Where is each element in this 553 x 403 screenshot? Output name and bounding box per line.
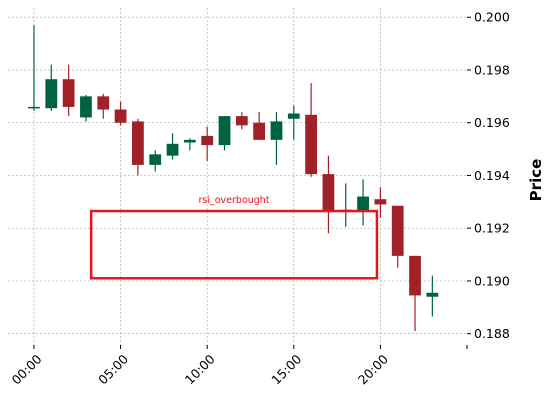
candle xyxy=(339,183,352,227)
candle xyxy=(287,105,300,140)
candle-body xyxy=(409,255,421,296)
y-tick-label: 0.190 xyxy=(474,273,510,288)
candle xyxy=(253,112,266,140)
candle-body xyxy=(114,109,127,123)
candle xyxy=(426,275,439,317)
candle-body xyxy=(183,139,196,143)
candle xyxy=(218,116,231,151)
x-tick-label: 00:00 xyxy=(9,351,45,387)
candle xyxy=(183,138,196,151)
candle-body xyxy=(149,154,162,165)
candle-body xyxy=(305,114,318,175)
x-tick-label: 10:00 xyxy=(182,351,218,387)
candle xyxy=(28,25,40,111)
candle xyxy=(374,187,387,218)
candle xyxy=(132,118,144,176)
candle xyxy=(114,101,127,126)
candle-body xyxy=(270,121,283,140)
candle-body xyxy=(253,122,266,140)
annotations: rsi_overbought xyxy=(89,195,379,280)
candle-body xyxy=(287,113,300,119)
candle xyxy=(305,83,318,177)
candle xyxy=(45,64,58,111)
candle xyxy=(235,112,248,130)
y-tick-label: 0.200 xyxy=(474,10,510,25)
candle xyxy=(166,133,179,160)
y-tick-label: 0.198 xyxy=(474,62,510,77)
candles xyxy=(28,25,439,332)
y-tick-label: 0.192 xyxy=(474,221,510,236)
x-tick-label: 15:00 xyxy=(268,351,304,387)
candle xyxy=(149,150,162,172)
candle-body xyxy=(391,205,404,256)
x-tick-label: 05:00 xyxy=(95,351,131,387)
candle-body xyxy=(322,174,335,212)
y-tick-label: 0.196 xyxy=(474,115,510,130)
candle-body xyxy=(28,106,40,109)
candle-body xyxy=(97,96,110,110)
candle-body xyxy=(80,96,92,118)
candle xyxy=(357,179,369,226)
candle-body xyxy=(62,79,75,107)
candle-body xyxy=(132,121,144,165)
y-tick-label: 0.188 xyxy=(474,326,510,341)
candle xyxy=(80,95,92,122)
candle-body xyxy=(218,116,231,146)
grid-lines xyxy=(8,8,467,345)
candle xyxy=(62,64,75,117)
annotation-label: rsi_overbought xyxy=(198,195,269,206)
candle-body xyxy=(235,116,248,126)
candle-body xyxy=(357,196,369,212)
candle xyxy=(97,93,110,119)
candle xyxy=(391,205,404,268)
candle-body xyxy=(426,292,439,297)
candle-body xyxy=(374,199,387,205)
annotation-box xyxy=(89,209,379,280)
candle xyxy=(409,255,421,332)
candle-body xyxy=(201,135,214,146)
x-tick-label: 20:00 xyxy=(355,351,391,387)
candle xyxy=(270,112,283,165)
y-tick-label: 0.194 xyxy=(474,168,510,183)
candle-body xyxy=(45,79,58,109)
candle xyxy=(322,155,335,234)
y-axis-label: Price xyxy=(527,159,545,202)
candle-body xyxy=(166,143,179,156)
candle xyxy=(201,126,214,161)
